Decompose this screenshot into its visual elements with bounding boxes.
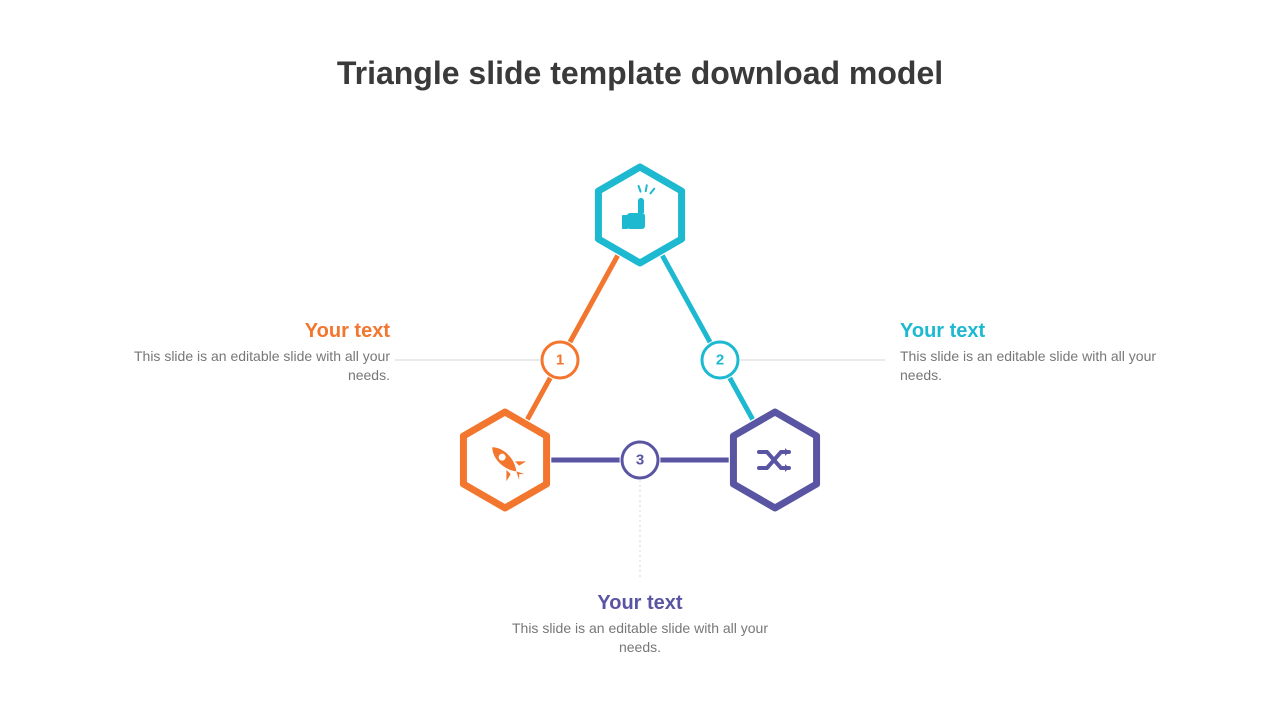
text-right-body: This slide is an editable slide with all… bbox=[900, 347, 1160, 385]
svg-text:1: 1 bbox=[556, 352, 564, 369]
text-left-body: This slide is an editable slide with all… bbox=[130, 347, 390, 385]
circle-3: 3 bbox=[620, 440, 661, 481]
text-right-title: Your text bbox=[900, 320, 1160, 343]
svg-text:3: 3 bbox=[636, 452, 644, 469]
hex-left bbox=[459, 407, 552, 514]
hex-top bbox=[594, 162, 687, 269]
circle-1: 1 bbox=[540, 340, 581, 381]
text-block-left: Your text This slide is an editable slid… bbox=[130, 320, 390, 385]
svg-text:2: 2 bbox=[716, 352, 724, 369]
circle-2: 2 bbox=[700, 340, 741, 381]
text-left-title: Your text bbox=[130, 320, 390, 343]
text-block-right: Your text This slide is an editable slid… bbox=[900, 320, 1160, 385]
text-bottom-body: This slide is an editable slide with all… bbox=[510, 619, 770, 657]
hex-right bbox=[729, 407, 822, 514]
text-bottom-title: Your text bbox=[510, 592, 770, 615]
text-block-bottom: Your text This slide is an editable slid… bbox=[510, 592, 770, 657]
